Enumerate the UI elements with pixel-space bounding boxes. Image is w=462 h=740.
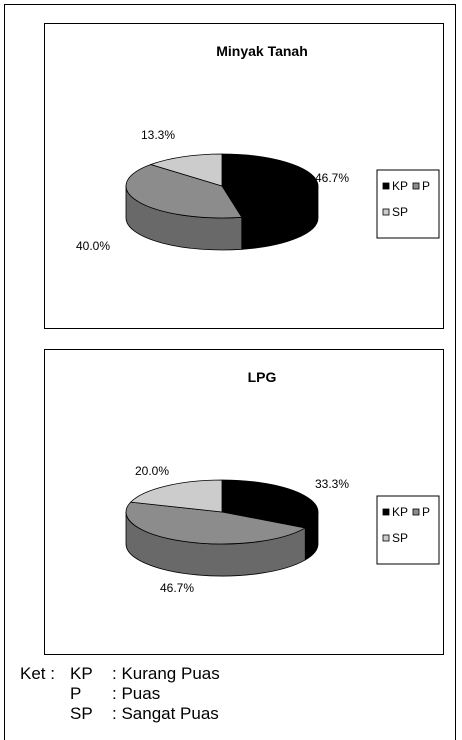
chart-title: Minyak Tanah (216, 43, 308, 59)
ket-row: Ket : KP : Kurang Puas (20, 664, 440, 684)
legend-note: Ket : KP : Kurang Puas P : Puas SP : San… (20, 664, 440, 740)
data-label-sp: 20.0% (135, 464, 169, 478)
legend-box (376, 169, 440, 239)
ket-abbr: SP (70, 704, 93, 723)
legend-swatch-kp (382, 508, 390, 516)
chart-title: LPG (248, 369, 277, 385)
legend-label-kp: KP (392, 505, 408, 519)
legend-swatch-p (412, 182, 420, 190)
chart-legend: KP P SP (376, 169, 440, 239)
legend-swatch-p (412, 508, 420, 516)
ket-lead: Ket : (20, 664, 55, 683)
pie-slice-sp (129, 479, 223, 513)
chart-legend: KP P SP (376, 495, 440, 565)
ket-definition: : Kurang Puas (112, 664, 220, 683)
ket-row: SP : Sangat Puas (20, 704, 440, 724)
ket-definition: : Sangat Puas (112, 704, 219, 723)
legend-box (376, 495, 440, 565)
figure-frame: Minyak Tanah 46.7% 40.0% 13.3% KP P SP LPG 33.3… (4, 4, 456, 740)
ket-abbr: KP (70, 664, 93, 683)
data-label-sp: 13.3% (141, 128, 175, 142)
legend-swatch-kp (382, 182, 390, 190)
ket-row: P : Puas (20, 684, 440, 704)
pie-slice-kp (221, 479, 319, 529)
ket-definition: : Puas (112, 684, 161, 703)
pie-slice-sp (149, 153, 223, 187)
chart-lpg: LPG 33.3% 46.7% 20.0% KP P SP (44, 349, 444, 655)
pie-slice-p (125, 501, 307, 545)
legend-label-p: P (422, 179, 430, 193)
data-label-kp: 33.3% (315, 477, 349, 491)
legend-swatch-sp (382, 208, 390, 216)
legend-label-sp: SP (392, 205, 408, 219)
legend-label-sp: SP (392, 531, 408, 545)
legend-swatch-sp (382, 534, 390, 542)
data-label-p: 46.7% (160, 581, 194, 595)
legend-label-p: P (422, 505, 430, 519)
pie-slice-p (125, 164, 243, 219)
pie-chart-lpg: LPG 33.3% 46.7% 20.0% KP P SP (125, 369, 440, 595)
data-label-kp: 46.7% (315, 171, 349, 185)
data-label-p: 40.0% (76, 239, 110, 253)
pie-chart-minyak-tanah: Minyak Tanah 46.7% 40.0% 13.3% KP P SP (76, 43, 440, 253)
pie-slice-kp (221, 153, 319, 218)
ket-abbr: P (70, 684, 82, 703)
legend-label-kp: KP (392, 179, 408, 193)
chart-minyak-tanah: Minyak Tanah 46.7% 40.0% 13.3% KP P SP (44, 23, 444, 329)
